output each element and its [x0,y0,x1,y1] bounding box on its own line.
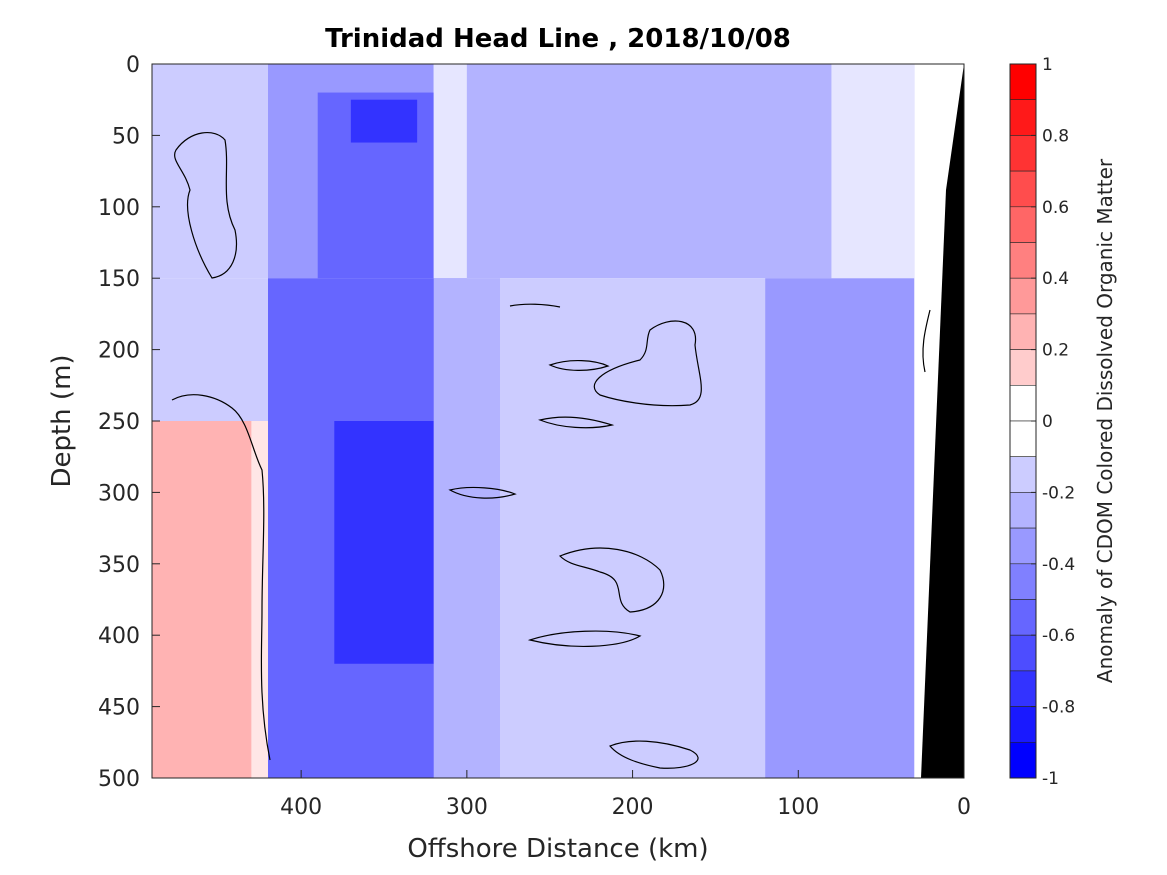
colorbar-segment [1009,456,1037,493]
y-tick-label: 0 [126,53,140,78]
y-tick-label: 150 [98,267,140,292]
zero-contour [174,132,238,279]
colorbar-tick-label: -0.4 [1042,555,1075,575]
colorbar-segment [1009,492,1037,529]
colorbar-segment [1009,63,1037,101]
anomaly-region [433,278,500,778]
y-tick-label: 350 [98,553,140,578]
colorbar-segment [1009,670,1037,707]
x-tick-label: 200 [612,795,654,820]
colorbar-segment [1009,242,1037,279]
colorbar-tick-label: -0.2 [1042,483,1075,503]
y-tick-label: 50 [112,124,140,149]
colorbar-segment [1009,527,1037,565]
anomaly-region [334,421,434,664]
zero-contour [922,309,931,373]
colorbar-segment [1009,206,1037,243]
zero-contours [171,132,931,769]
colorbar-tick-label: 1 [1042,55,1053,75]
x-tick-label: 400 [280,795,322,820]
colorbar-segment [1009,563,1037,600]
zero-contour [548,360,610,371]
y-tick-label: 200 [98,339,140,364]
zero-contour [558,547,665,613]
colorbar-tick-label: 0.2 [1042,341,1069,361]
colorbar-segment [1009,170,1037,208]
anomaly-region [831,64,915,279]
zero-contour [527,630,642,647]
zero-contour [171,394,271,761]
zero-contour [538,416,615,429]
colorbar-segment [1009,349,1037,386]
colorbar-tick-label: -0.6 [1042,626,1075,646]
colorbar-segment [1009,599,1037,636]
y-tick-label: 450 [98,696,140,721]
anomaly-region [466,278,766,778]
zero-contour [609,740,699,769]
colorbar-segment [1009,135,1037,172]
y-tick-label: 100 [98,196,140,221]
anomaly-region [350,99,418,143]
colorbar-segment [1009,420,1037,458]
colorbar-tick-label: 0.4 [1042,269,1069,289]
colorbar-tick-label: 0.6 [1042,198,1069,218]
anomaly-region [765,278,915,778]
colorbar-segment [1009,277,1037,315]
colorbar-segment [1009,313,1037,350]
y-axis: 0 50 100 150 200 250 300 350 400 450 500 [98,53,160,792]
colorbar-segment [1009,99,1037,136]
colorbar-tick-label: -0.8 [1042,698,1075,718]
colorbar-segment [1009,706,1037,743]
zero-contour [448,486,517,499]
anomaly-region [152,278,268,421]
colorbar-label: Anomaly of CDOM Colored Dissolved Organi… [1093,158,1117,683]
y-tick-label: 400 [98,624,140,649]
anomaly-field [152,64,915,778]
colorbar-segment [1009,741,1037,779]
x-axis-label: Offshore Distance (km) [407,834,708,864]
x-axis: 400 300 200 100 0 [280,770,971,820]
anomaly-region [152,64,268,279]
colorbar-segment [1009,634,1037,672]
zero-contour [509,303,561,308]
x-tick-label: 0 [957,795,971,820]
y-tick-label: 250 [98,410,140,435]
y-axis-label: Depth (m) [47,354,77,487]
colorbar-tick-label: 0 [1042,412,1053,432]
colorbar-tick-label: -1 [1042,769,1059,789]
anomaly-region [152,421,252,778]
x-tick-label: 300 [446,795,488,820]
colorbar: 1 0.8 0.6 0.4 0.2 0 -0.2 -0.4 -0.6 -0.8 -1 [1009,55,1075,789]
bottom-topography [921,64,964,778]
y-tick-label: 300 [98,481,140,506]
colorbar-tick-label: 0.8 [1042,126,1069,146]
zero-contour [593,320,702,407]
chart-title: Trinidad Head Line , 2018/10/08 [325,24,791,54]
x-tick-label: 100 [777,795,819,820]
y-tick-label: 500 [98,767,140,792]
colorbar-segment [1009,384,1037,422]
